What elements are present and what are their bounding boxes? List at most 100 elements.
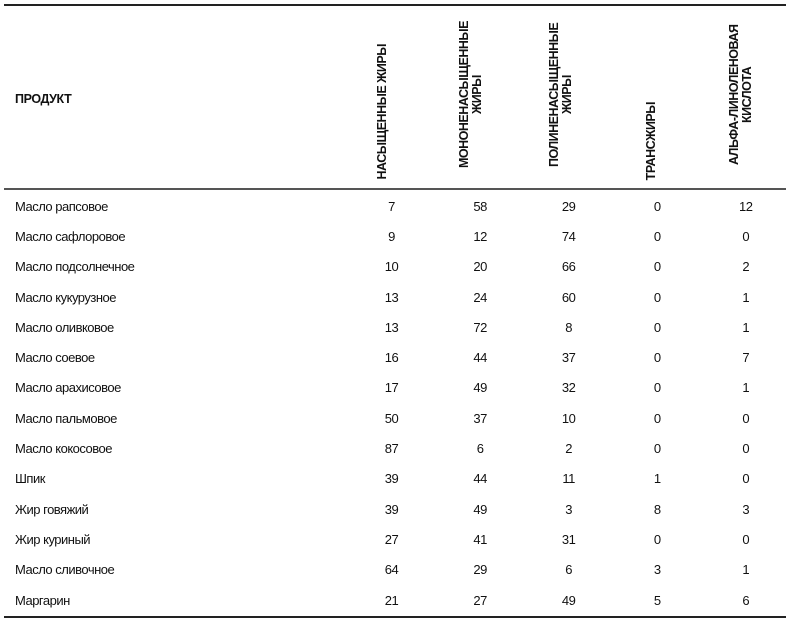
table-body: Масло рапсовое 7 58 29 0 12 Масло сафлоровое 9 1… <box>0 191 790 615</box>
cell-trans: 1 <box>653 471 661 487</box>
cell-trans: 0 <box>653 198 661 214</box>
cell-trans: 0 <box>653 228 661 244</box>
cell-trans: 0 <box>653 410 661 426</box>
top-rule <box>4 4 786 6</box>
cell-polyunsaturated: 29 <box>561 198 576 214</box>
cell-product: Масло сафлоровое <box>15 228 126 244</box>
cell-monounsaturated: 49 <box>473 501 487 517</box>
table-row: Масло соевое 16 44 37 0 7 <box>0 342 790 372</box>
cell-monounsaturated: 41 <box>473 531 487 547</box>
cell-monounsaturated: 27 <box>473 592 487 608</box>
cell-monounsaturated: 24 <box>473 289 487 305</box>
table-row: Масло сафлоровое 9 12 74 0 0 <box>0 221 790 251</box>
cell-product: Масло арахисовое <box>15 380 121 396</box>
cell-monounsaturated: 12 <box>473 228 487 244</box>
cell-ala: 0 <box>742 410 750 426</box>
cell-ala: 2 <box>742 259 750 275</box>
cell-trans: 0 <box>653 319 661 335</box>
cell-polyunsaturated: 60 <box>561 289 576 305</box>
cell-monounsaturated: 58 <box>473 198 487 214</box>
cell-monounsaturated: 20 <box>473 259 487 275</box>
header-product: ПРОДУКТ <box>15 92 72 106</box>
cell-ala: 1 <box>742 289 750 305</box>
header-saturated: НАСЫЩЕННЫЕ ЖИРЫ <box>351 10 413 180</box>
bottom-rule <box>4 616 786 618</box>
header-rule <box>4 188 786 190</box>
cell-ala: 1 <box>742 562 750 578</box>
cell-trans: 0 <box>653 531 661 547</box>
cell-polyunsaturated: 6 <box>565 562 573 578</box>
cell-trans: 8 <box>653 501 661 517</box>
table-row: Масло арахисовое 17 49 32 0 1 <box>0 373 790 403</box>
cell-product: Масло подсолнечное <box>15 259 135 275</box>
cell-product: Жир куриный <box>15 531 91 547</box>
cell-product: Масло пальмовое <box>15 410 117 426</box>
cell-product: Масло соевое <box>15 350 95 366</box>
cell-polyunsaturated: 11 <box>562 471 575 487</box>
cell-saturated: 27 <box>384 531 399 547</box>
cell-product: Масло оливковое <box>15 319 114 335</box>
table-row: Шпик 39 44 11 1 0 <box>0 464 790 494</box>
cell-saturated: 50 <box>384 410 399 426</box>
cell-product: Шпик <box>15 471 45 487</box>
cell-ala: 12 <box>738 198 753 214</box>
cell-polyunsaturated: 66 <box>561 259 576 275</box>
cell-product: Масло кукурузное <box>15 289 116 305</box>
cell-polyunsaturated: 2 <box>565 441 573 457</box>
cell-saturated: 10 <box>384 259 399 275</box>
table-row: Жир говяжий 39 49 3 8 3 <box>0 494 790 524</box>
table-row: Масло кокосовое 87 6 2 0 0 <box>0 433 790 463</box>
cell-ala: 0 <box>742 228 750 244</box>
header-trans-text: ТРАНСЖИРЫ <box>643 101 658 180</box>
cell-saturated: 87 <box>384 441 399 457</box>
cell-polyunsaturated: 37 <box>561 350 576 366</box>
header-ala-text: АЛЬФА-ЛИНОЛЕНОВАЯ КИСЛОТА <box>727 24 754 166</box>
cell-saturated: 16 <box>384 350 399 366</box>
header-polyunsaturated: ПОЛИНЕНАСЫЩЕННЫЕ ЖИРЫ <box>530 10 592 180</box>
cell-saturated: 21 <box>384 592 399 608</box>
cell-product: Масло рапсовое <box>15 198 108 214</box>
cell-ala: 3 <box>742 501 750 517</box>
cell-monounsaturated: 29 <box>473 562 487 578</box>
cell-monounsaturated: 44 <box>473 350 487 366</box>
table-row: Масло сливочное 64 29 6 3 1 <box>0 555 790 585</box>
cell-trans: 0 <box>653 259 661 275</box>
table-row: Маргарин 21 27 49 5 6 <box>0 585 790 615</box>
table-row: Масло пальмовое 50 37 10 0 0 <box>0 403 790 433</box>
cell-saturated: 39 <box>384 471 399 487</box>
cell-ala: 1 <box>742 380 750 396</box>
cell-monounsaturated: 44 <box>473 471 487 487</box>
cell-saturated: 64 <box>384 562 399 578</box>
cell-trans: 0 <box>653 289 661 305</box>
header-monounsaturated-text: МОНОНЕНАСЫЩЕННЫЕ ЖИРЫ <box>457 21 484 169</box>
cell-trans: 0 <box>653 380 661 396</box>
cell-ala: 1 <box>742 319 750 335</box>
header-ala: АЛЬФА-ЛИНОЛЕНОВАЯ КИСЛОТА <box>710 10 772 180</box>
cell-polyunsaturated: 3 <box>565 501 573 517</box>
cell-saturated: 7 <box>388 198 395 214</box>
cell-product: Жир говяжий <box>15 501 89 517</box>
cell-polyunsaturated: 49 <box>561 592 576 608</box>
table-row: Масло подсолнечное 10 20 66 0 2 <box>0 252 790 282</box>
cell-ala: 0 <box>742 471 750 487</box>
cell-ala: 0 <box>742 531 750 547</box>
table-row: Масло рапсовое 7 58 29 0 12 <box>0 191 790 221</box>
header-saturated-text: НАСЫЩЕННЫЕ ЖИРЫ <box>374 44 389 180</box>
cell-product: Маргарин <box>15 592 70 608</box>
cell-monounsaturated: 6 <box>476 441 484 457</box>
cell-polyunsaturated: 10 <box>561 410 576 426</box>
table-row: Жир куриный 27 41 31 0 0 <box>0 524 790 554</box>
cell-saturated: 13 <box>384 289 399 305</box>
cell-saturated: 17 <box>384 380 399 396</box>
cell-saturated: 39 <box>384 501 399 517</box>
cell-saturated: 9 <box>388 228 395 244</box>
cell-monounsaturated: 72 <box>473 319 487 335</box>
cell-trans: 0 <box>653 350 661 366</box>
cell-saturated: 13 <box>384 319 399 335</box>
table-row: Масло оливковое 13 72 8 0 1 <box>0 312 790 342</box>
cell-polyunsaturated: 31 <box>561 531 576 547</box>
cell-trans: 5 <box>653 592 661 608</box>
table-row: Масло кукурузное 13 24 60 0 1 <box>0 282 790 312</box>
cell-polyunsaturated: 32 <box>561 380 576 396</box>
cell-trans: 3 <box>653 562 661 578</box>
